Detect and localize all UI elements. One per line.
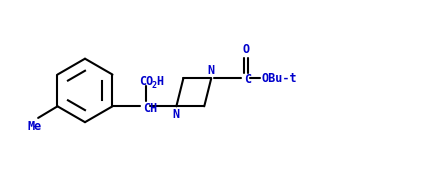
Text: C: C — [244, 73, 251, 86]
Text: OBu-t: OBu-t — [261, 72, 297, 85]
Text: N: N — [173, 108, 180, 121]
Text: N: N — [208, 64, 215, 77]
Text: CO: CO — [140, 75, 154, 88]
Text: Me: Me — [28, 120, 42, 133]
Text: O: O — [243, 42, 250, 56]
Text: H: H — [156, 75, 163, 88]
Text: 2: 2 — [152, 81, 157, 90]
Text: CH: CH — [143, 102, 157, 115]
